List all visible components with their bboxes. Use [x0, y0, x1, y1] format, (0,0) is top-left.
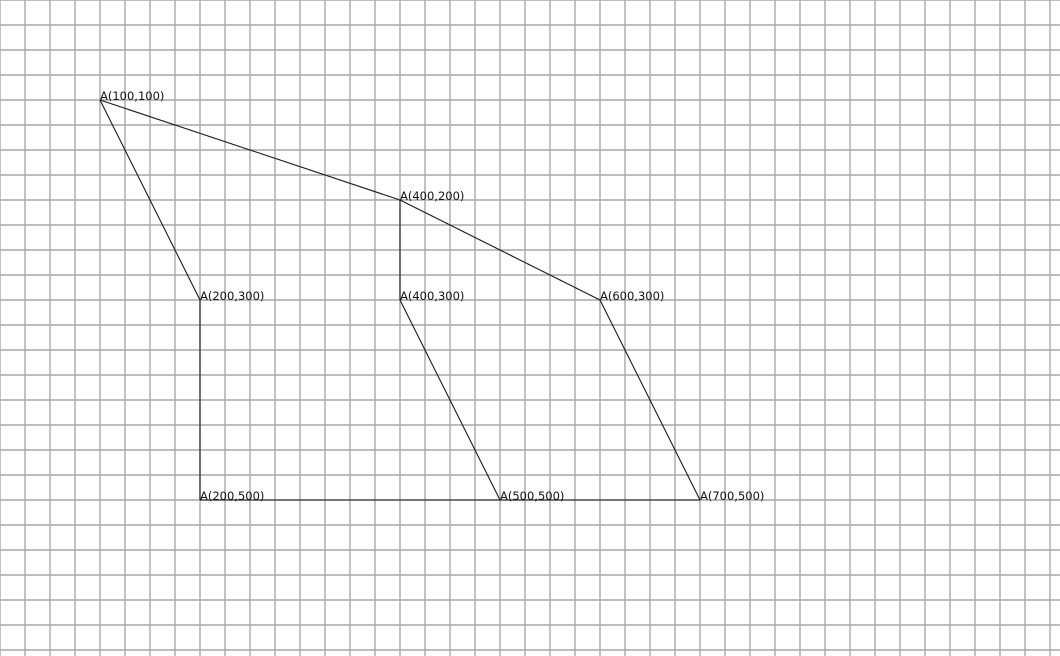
edge-p4-p7	[399, 299, 501, 501]
point-label-p3: A(200,300)	[200, 289, 264, 303]
edge-p5-p8	[599, 299, 701, 501]
point-label-p7: A(500,500)	[500, 489, 564, 503]
point-label-p8: A(700,500)	[700, 489, 764, 503]
point-labels: A(100,100) A(400,200) A(200,300) A(400,300)…	[100, 89, 764, 503]
point-label-p4: A(400,300)	[400, 289, 464, 303]
edge-p3-p1	[99, 99, 201, 301]
point-label-p1: A(100,100)	[100, 89, 164, 103]
point-label-p5: A(600,300)	[600, 289, 664, 303]
point-label-p2: A(400,200)	[400, 189, 464, 203]
edge-p1-p2	[99, 99, 401, 201]
edge-p2-p5	[399, 199, 601, 301]
point-label-p6: A(200,500)	[200, 489, 264, 503]
polygon-edges	[99, 99, 701, 501]
